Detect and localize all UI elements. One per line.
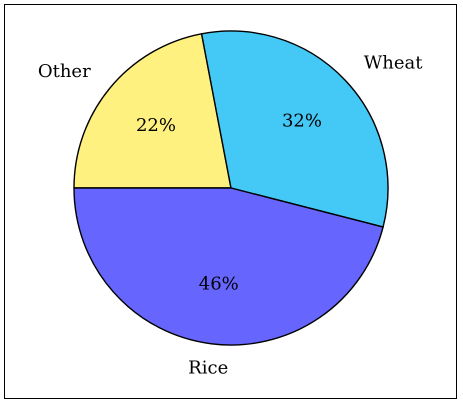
slice-rice: [73, 187, 384, 346]
slice-other: [73, 33, 232, 189]
pie-slices: [73, 30, 389, 346]
slice-value-label-rice: 46%: [199, 274, 239, 295]
slice-value-label-other: 22%: [136, 115, 176, 136]
slice-value-label-wheat: 32%: [282, 110, 322, 131]
slice-category-label-other: Other: [38, 61, 91, 82]
slice-category-label-rice: Rice: [188, 358, 228, 379]
pie-labels: 22% Other 32% Wheat 46% Rice: [38, 52, 423, 378]
slice-category-label-wheat: Wheat: [364, 52, 423, 73]
slice-wheat: [200, 30, 389, 228]
